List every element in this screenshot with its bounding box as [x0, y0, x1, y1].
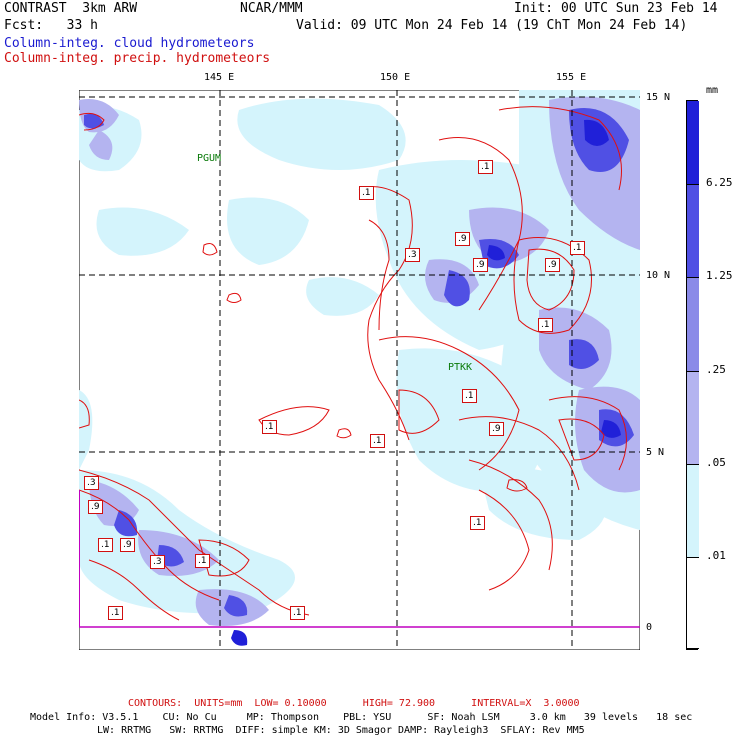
- lat-label-15n: 15 N: [646, 92, 671, 103]
- lat-lon-grid: [79, 90, 640, 650]
- contour-value-label: .1: [195, 554, 210, 568]
- contour-value-label: .9: [489, 422, 504, 436]
- colorbar-label-0-25: .25: [706, 363, 726, 376]
- legend-precip-hydrometeors: Column-integ. precip. hydrometeors: [4, 51, 271, 66]
- contour-value-label: .1: [470, 516, 485, 530]
- colorbar-unit: mm: [706, 85, 719, 96]
- lat-label-5n: 5 N: [646, 447, 665, 458]
- contour-value-label: .9: [120, 538, 135, 552]
- contour-value-label: .1: [359, 186, 374, 200]
- colorbar-segment: [687, 558, 699, 649]
- colorbar-label-6-25: 6.25: [706, 176, 733, 189]
- contour-value-label: .1: [262, 420, 277, 434]
- colorbar-label-0-05: .05: [706, 456, 726, 469]
- colorbar-segment: [687, 278, 699, 372]
- contour-value-label: .9: [88, 500, 103, 514]
- contour-value-label: .1: [538, 318, 553, 332]
- lat-label-0: 0: [646, 622, 653, 633]
- footer-model-info-2: LW: RRTMG SW: RRTMG DIFF: simple KM: 3D …: [97, 725, 585, 736]
- contour-value-label: .9: [455, 232, 470, 246]
- lon-label-150: 150 E: [380, 72, 411, 83]
- contour-value-label: .3: [405, 248, 420, 262]
- contour-value-label: .1: [570, 241, 585, 255]
- footer-contour-info: CONTOURS: UNITS=mm LOW= 0.10000 HIGH= 72…: [128, 698, 580, 709]
- header-valid-time: Valid: 09 UTC Mon 24 Feb 14 (19 ChT Mon …: [296, 18, 688, 33]
- contour-value-label: .1: [370, 434, 385, 448]
- colorbar-label-1-25: 1.25: [706, 269, 733, 282]
- precip-hydrometeor-contours: [79, 106, 627, 621]
- header-source: NCAR/MMM: [240, 1, 303, 16]
- contour-value-label: .3: [84, 476, 99, 490]
- colorbar-segment: [687, 372, 699, 465]
- contour-value-label: .9: [473, 258, 488, 272]
- lon-label-155: 155 E: [556, 72, 587, 83]
- header-model-title: CONTRAST 3km ARW: [4, 1, 138, 16]
- colorbar-label-0-01: .01: [706, 549, 726, 562]
- header-forecast-hour: Fcst: 33 h: [4, 18, 98, 33]
- weather-map: [79, 90, 640, 650]
- contour-value-label: .9: [545, 258, 560, 272]
- footer-model-info-1: Model Info: V3.5.1 CU: No Cu MP: Thompso…: [30, 712, 693, 723]
- station-label-ptkk: PTKK: [448, 362, 473, 373]
- contour-value-label: .3: [150, 555, 165, 569]
- contour-value-label: .1: [478, 160, 493, 174]
- colorbar-segment: [687, 101, 699, 185]
- contour-value-label: .1: [108, 606, 123, 620]
- lon-label-145: 145 E: [204, 72, 235, 83]
- contour-value-label: .1: [290, 606, 305, 620]
- legend-cloud-hydrometeors: Column-integ. cloud hydrometeors: [4, 36, 255, 51]
- contour-value-label: .1: [462, 389, 477, 403]
- colorbar-segment: [687, 465, 699, 558]
- header-init-time: Init: 00 UTC Sun 23 Feb 14: [514, 1, 718, 16]
- station-label-pgum: PGUM: [197, 153, 222, 164]
- colorbar-segment: [687, 185, 699, 278]
- colorbar: [686, 100, 699, 650]
- contour-value-label: .1: [98, 538, 113, 552]
- lat-label-10n: 10 N: [646, 270, 671, 281]
